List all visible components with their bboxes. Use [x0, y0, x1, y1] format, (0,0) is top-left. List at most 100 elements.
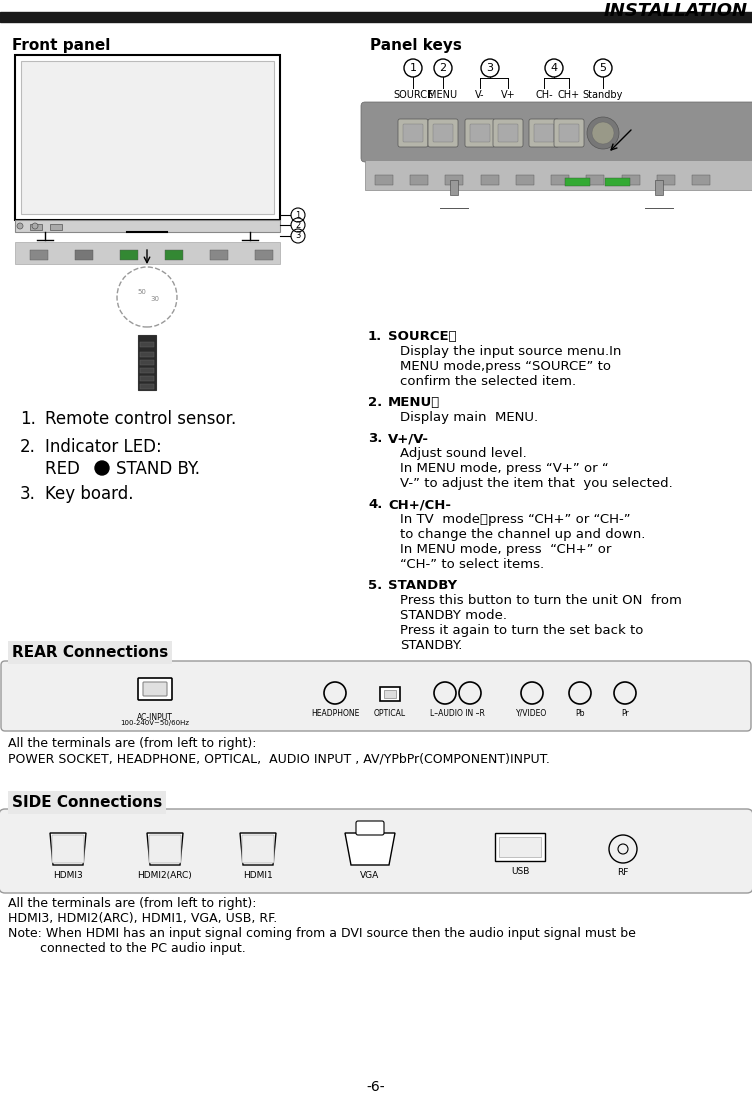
- FancyBboxPatch shape: [465, 119, 495, 147]
- Text: Display main  MENU.: Display main MENU.: [400, 411, 538, 424]
- Text: In TV  mode，press “CH+” or “CH-”: In TV mode，press “CH+” or “CH-”: [400, 513, 631, 526]
- Text: OPTICAL: OPTICAL: [374, 709, 406, 718]
- Text: Pb: Pb: [575, 709, 585, 718]
- Bar: [565, 178, 590, 186]
- Bar: [140, 360, 154, 365]
- Text: In MENU mode, press “V+” or “: In MENU mode, press “V+” or “: [400, 462, 609, 475]
- Bar: [445, 175, 463, 185]
- Polygon shape: [240, 833, 276, 865]
- Text: 2.: 2.: [20, 438, 36, 456]
- Text: Panel keys: Panel keys: [370, 38, 462, 53]
- Bar: [140, 342, 154, 347]
- FancyBboxPatch shape: [138, 678, 172, 700]
- Circle shape: [95, 461, 109, 475]
- Bar: [0, 12, 752, 22]
- Text: 1.: 1.: [368, 330, 382, 344]
- Text: USB: USB: [511, 868, 529, 876]
- Bar: [30, 251, 48, 260]
- Bar: [255, 251, 273, 260]
- Bar: [605, 178, 630, 186]
- Text: confirm the selected item.: confirm the selected item.: [400, 375, 576, 388]
- Bar: [21, 61, 274, 214]
- Text: 5: 5: [599, 63, 607, 73]
- Text: 2: 2: [439, 63, 447, 73]
- FancyBboxPatch shape: [529, 119, 559, 147]
- Bar: [481, 175, 499, 185]
- Text: 100-240V~50/60Hz: 100-240V~50/60Hz: [120, 720, 190, 726]
- Text: Indicator LED:: Indicator LED:: [45, 438, 162, 456]
- Bar: [140, 384, 154, 389]
- Text: AC-INPUT: AC-INPUT: [137, 713, 173, 722]
- Text: 1: 1: [296, 210, 301, 220]
- Text: MENU：: MENU：: [388, 396, 440, 409]
- Text: Y/VIDEO: Y/VIDEO: [517, 709, 547, 718]
- Text: SIDE Connections: SIDE Connections: [12, 795, 162, 810]
- Bar: [365, 160, 752, 190]
- Text: STAND BY.: STAND BY.: [116, 459, 200, 478]
- Text: INSTALLATION: INSTALLATION: [604, 2, 748, 20]
- Text: 1: 1: [410, 63, 417, 73]
- Text: MENU: MENU: [429, 90, 457, 100]
- Text: Display the input source menu.In: Display the input source menu.In: [400, 345, 621, 358]
- FancyBboxPatch shape: [242, 835, 274, 863]
- FancyBboxPatch shape: [428, 119, 458, 147]
- FancyBboxPatch shape: [433, 124, 453, 142]
- FancyBboxPatch shape: [493, 119, 523, 147]
- Text: STANDBY mode.: STANDBY mode.: [400, 609, 507, 622]
- Bar: [15, 55, 280, 220]
- Text: SOURCE: SOURCE: [393, 90, 433, 100]
- Circle shape: [17, 223, 23, 229]
- Bar: [140, 352, 154, 357]
- Text: CH+: CH+: [558, 90, 580, 100]
- Text: HDMI1: HDMI1: [243, 871, 273, 880]
- Bar: [50, 224, 62, 230]
- Text: POWER SOCKET, HEADPHONE, OPTICAL,  AUDIO INPUT , AV/YPbPr(COMPONENT)INPUT.: POWER SOCKET, HEADPHONE, OPTICAL, AUDIO …: [8, 752, 550, 765]
- Text: RED: RED: [45, 459, 90, 478]
- Text: V-” to adjust the item that  you selected.: V-” to adjust the item that you selected…: [400, 477, 673, 490]
- Text: MENU mode,press “SOURCE” to: MENU mode,press “SOURCE” to: [400, 360, 611, 373]
- Bar: [495, 833, 545, 861]
- Text: REAR Connections: REAR Connections: [12, 645, 168, 660]
- FancyBboxPatch shape: [403, 124, 423, 142]
- Text: 3: 3: [296, 232, 301, 241]
- Text: to change the channel up and down.: to change the channel up and down.: [400, 528, 645, 542]
- Text: Press this button to turn the unit ON  from: Press this button to turn the unit ON fr…: [400, 594, 682, 607]
- FancyBboxPatch shape: [554, 119, 584, 147]
- Bar: [140, 376, 154, 381]
- FancyBboxPatch shape: [470, 124, 490, 142]
- Text: Note: When HDMI has an input signal coming from a DVI source then the audio inpu: Note: When HDMI has an input signal comi…: [8, 927, 636, 940]
- Text: HDMI3, HDMI2(ARC), HDMI1, VGA, USB, RF.: HDMI3, HDMI2(ARC), HDMI1, VGA, USB, RF.: [8, 912, 277, 926]
- Bar: [15, 242, 280, 264]
- Text: Standby: Standby: [583, 90, 623, 100]
- Bar: [138, 335, 156, 389]
- Text: 4.: 4.: [368, 498, 382, 511]
- FancyBboxPatch shape: [0, 808, 752, 893]
- Text: VGA: VGA: [360, 871, 380, 880]
- Text: “CH-” to select items.: “CH-” to select items.: [400, 558, 544, 571]
- Bar: [375, 175, 393, 185]
- Bar: [384, 690, 396, 698]
- Text: connected to the PC audio input.: connected to the PC audio input.: [8, 942, 246, 955]
- Bar: [75, 251, 93, 260]
- Text: HEADPHONE: HEADPHONE: [311, 709, 359, 718]
- Bar: [499, 837, 541, 857]
- FancyBboxPatch shape: [398, 119, 428, 147]
- Text: SOURCE：: SOURCE：: [388, 330, 456, 344]
- Text: Remote control sensor.: Remote control sensor.: [45, 410, 236, 428]
- Text: 2.: 2.: [368, 396, 382, 409]
- FancyBboxPatch shape: [1, 661, 751, 731]
- FancyBboxPatch shape: [52, 835, 84, 863]
- Circle shape: [587, 117, 619, 149]
- Text: 3: 3: [487, 63, 493, 73]
- FancyBboxPatch shape: [559, 124, 579, 142]
- Bar: [655, 181, 663, 195]
- Text: Adjust sound level.: Adjust sound level.: [400, 447, 526, 459]
- Text: -6-: -6-: [367, 1080, 385, 1094]
- FancyBboxPatch shape: [143, 682, 167, 696]
- Text: V-: V-: [475, 90, 485, 100]
- Text: Press it again to turn the set back to: Press it again to turn the set back to: [400, 624, 644, 637]
- Bar: [380, 687, 400, 701]
- Text: 1.: 1.: [20, 410, 36, 428]
- Text: Front panel: Front panel: [12, 38, 111, 53]
- Bar: [656, 175, 675, 185]
